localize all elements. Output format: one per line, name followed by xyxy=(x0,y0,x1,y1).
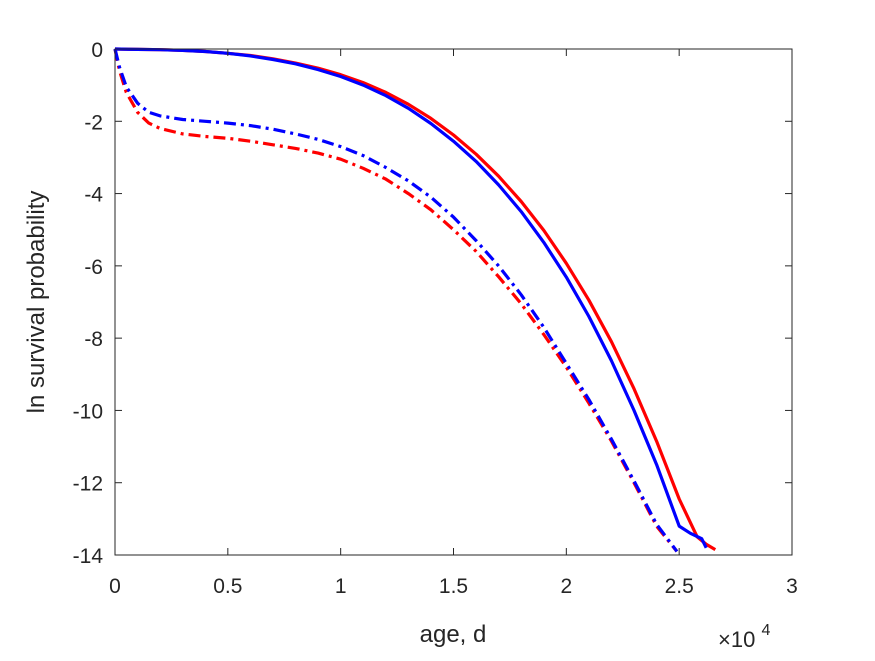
x-tick-label: 0.5 xyxy=(213,575,242,598)
y-tick-label: -10 xyxy=(73,400,103,423)
y-tick-label: -8 xyxy=(84,328,103,351)
y-tick-label: -2 xyxy=(84,111,103,134)
x-tick-label: 3 xyxy=(786,575,798,598)
y-tick-label: -4 xyxy=(84,184,103,207)
y-tick-label: -14 xyxy=(73,545,104,568)
x-tick-label: 2.5 xyxy=(665,575,694,598)
x-axis-ticks: 0 0.5 1 1.5 2 2.5 3 xyxy=(109,49,798,598)
x-tick-label: 0 xyxy=(109,575,121,598)
series-line-4 xyxy=(113,48,679,553)
y-tick-label: -6 xyxy=(84,256,103,279)
y-tick-label: 0 xyxy=(91,39,103,62)
series-layer xyxy=(113,47,717,553)
y-axis-label: ln survival probability xyxy=(23,191,50,414)
x-tick-label: 1 xyxy=(335,575,347,598)
x-axis-multiplier-exponent: 4 xyxy=(761,622,770,639)
y-axis-ticks: 0 -2 -4 -6 -8 -10 -12 -14 xyxy=(73,39,792,568)
x-axis-label: age, d xyxy=(420,621,487,648)
x-axis-multiplier-base: ×10 xyxy=(718,627,755,652)
plot-area xyxy=(115,49,792,555)
series-line-2 xyxy=(114,47,708,549)
series-line-3 xyxy=(113,48,679,553)
y-tick-label: -12 xyxy=(73,473,103,496)
x-tick-label: 1.5 xyxy=(439,575,468,598)
x-axis-multiplier: ×10 4 xyxy=(718,622,770,652)
x-tick-label: 2 xyxy=(560,575,572,598)
